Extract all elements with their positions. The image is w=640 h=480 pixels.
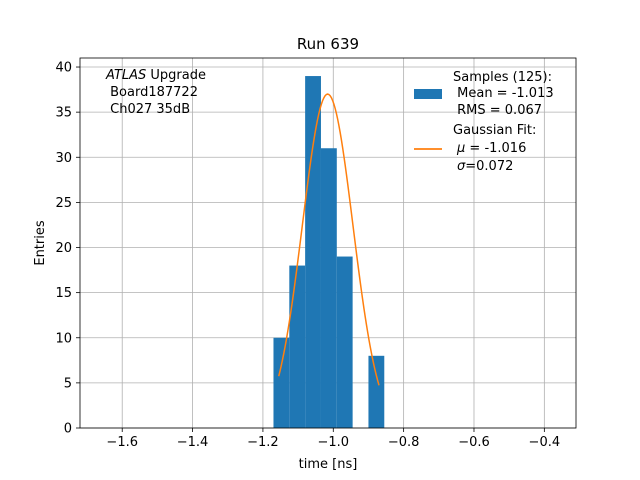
y-tick-label: 40 xyxy=(55,61,72,76)
legend-fit-sigma: σ=0.072 xyxy=(457,159,513,174)
y-tick-label: 30 xyxy=(55,151,72,166)
y-tick-label: 35 xyxy=(55,106,72,121)
y-tick-label: 15 xyxy=(55,286,72,301)
legend-fit-mu: μ = -1.016 xyxy=(456,141,526,156)
x-axis-ticks: −1.6 −1.4 −1.2 −1.0 −0.8 −0.6 −0.4 xyxy=(106,428,560,450)
x-tick-label: −1.6 xyxy=(106,435,138,450)
annotation-line-1: ATLAS Upgrade xyxy=(105,68,206,83)
histogram-bar xyxy=(273,337,290,428)
legend-samples-swatch xyxy=(414,89,442,99)
x-tick-label: −1.4 xyxy=(177,435,209,450)
gaussian-fit-line xyxy=(278,93,380,386)
legend-samples-mean: Mean = -1.013 xyxy=(453,86,554,101)
y-axis-ticks: 0 5 10 15 20 25 30 35 40 xyxy=(55,61,80,437)
legend-samples-rms: RMS = 0.067 xyxy=(453,103,542,118)
legend-mu-symbol: μ xyxy=(456,141,465,156)
y-tick-label: 20 xyxy=(55,241,72,256)
histogram-bar xyxy=(336,256,353,428)
x-tick-label: −0.8 xyxy=(388,435,420,450)
annotation-board: Board187722 xyxy=(106,85,198,100)
histogram-bar xyxy=(368,355,385,428)
y-tick-label: 5 xyxy=(64,376,72,391)
histogram-bars xyxy=(273,76,385,429)
legend-mu-value: = -1.016 xyxy=(465,141,526,156)
legend-sigma-value: =0.072 xyxy=(465,159,513,174)
legend-fit-title: Gaussian Fit: xyxy=(453,123,536,138)
y-tick-label: 25 xyxy=(55,196,72,211)
y-tick-label: 10 xyxy=(55,331,72,346)
plot-frame xyxy=(79,57,577,429)
legend-sigma-symbol: σ xyxy=(457,159,466,174)
y-tick-label: 0 xyxy=(64,422,72,437)
x-axis-label: time [ns] xyxy=(299,457,358,472)
x-tick-label: −1.2 xyxy=(247,435,279,450)
legend-samples-title: Samples (125): xyxy=(453,70,552,85)
annotation-atlas: ATLAS xyxy=(105,68,146,83)
legend: Samples (125): Mean = -1.013 RMS = 0.067… xyxy=(414,70,554,174)
histogram-bar xyxy=(289,265,306,428)
x-tick-label: −0.4 xyxy=(529,435,561,450)
chart-title: Run 639 xyxy=(297,35,359,53)
histogram-bar xyxy=(320,148,337,428)
annotation-upgrade: Upgrade xyxy=(146,68,206,83)
histogram-bar xyxy=(305,76,321,429)
x-tick-label: −1.0 xyxy=(317,435,349,450)
y-axis-label: Entries xyxy=(33,220,48,266)
x-tick-label: −0.6 xyxy=(458,435,490,450)
annotation-channel: Ch027 35dB xyxy=(106,102,190,117)
